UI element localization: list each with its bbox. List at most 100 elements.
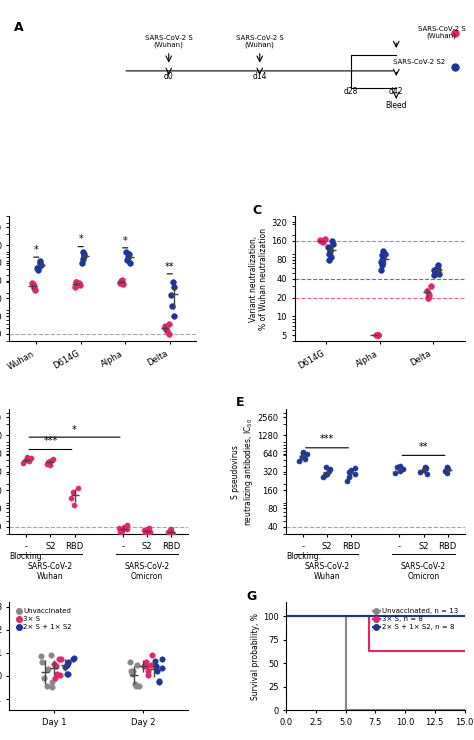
Point <box>31 284 39 296</box>
Point <box>40 672 48 684</box>
Point <box>434 260 441 272</box>
Text: **: ** <box>419 442 428 451</box>
Text: d42: d42 <box>389 87 403 95</box>
Point <box>19 457 27 469</box>
Point <box>444 461 451 473</box>
Point <box>48 681 55 693</box>
Point <box>25 455 33 467</box>
Point <box>396 460 404 472</box>
Point <box>169 275 176 287</box>
Text: A: A <box>14 21 24 35</box>
Point <box>301 453 309 465</box>
Point <box>148 650 155 662</box>
Point <box>441 465 449 477</box>
Point <box>434 266 442 278</box>
Point <box>164 527 172 539</box>
Point <box>141 528 148 540</box>
Y-axis label: Variant neutralization,
% of Wuhan neutralization: Variant neutralization, % of Wuhan neutr… <box>249 228 268 329</box>
Point <box>50 658 57 670</box>
Point <box>165 328 173 340</box>
Point <box>37 650 45 662</box>
Point <box>167 525 175 536</box>
Point <box>379 251 386 263</box>
Point <box>123 255 131 266</box>
Point <box>317 235 325 247</box>
Point <box>120 521 128 533</box>
Point <box>25 453 32 465</box>
Point <box>167 522 174 534</box>
Point <box>54 668 61 680</box>
Point <box>22 454 29 466</box>
Text: **: ** <box>165 262 174 272</box>
Point <box>46 455 54 467</box>
Point <box>64 668 71 680</box>
Point <box>326 463 334 475</box>
Point <box>317 235 324 246</box>
Point <box>127 665 134 677</box>
Text: *: * <box>123 235 128 246</box>
Point <box>396 465 404 477</box>
Point <box>125 251 132 263</box>
Point <box>56 669 64 681</box>
Text: E: E <box>236 397 245 409</box>
Point <box>29 278 36 290</box>
Point <box>328 235 336 247</box>
Point <box>144 665 152 677</box>
Point <box>327 245 334 257</box>
Point <box>374 329 382 341</box>
Point <box>443 462 450 474</box>
Text: d28: d28 <box>344 87 358 95</box>
Point <box>168 300 176 312</box>
Point <box>167 528 174 539</box>
Point <box>427 280 434 292</box>
Point <box>64 659 71 670</box>
Point <box>64 657 71 669</box>
Text: C: C <box>252 204 261 217</box>
Point <box>57 653 65 665</box>
Point <box>374 329 382 341</box>
Point <box>161 320 168 332</box>
Point <box>381 248 389 260</box>
Text: *: * <box>72 425 77 434</box>
Point <box>425 289 433 301</box>
Point <box>80 249 87 260</box>
Point <box>347 464 355 476</box>
Point <box>423 468 431 480</box>
Point <box>321 233 328 245</box>
Point <box>303 448 311 460</box>
Legend: Unvaccinated, 3× S, 2× S + 1× S2: Unvaccinated, 3× S, 2× S + 1× S2 <box>13 605 75 633</box>
Point <box>140 524 147 536</box>
Point <box>171 310 178 322</box>
Point <box>421 461 429 473</box>
Point <box>47 650 55 662</box>
Point <box>165 317 173 329</box>
Point <box>36 257 44 269</box>
Point <box>118 275 125 286</box>
Text: *: * <box>78 235 83 244</box>
Point <box>434 262 441 274</box>
Point <box>123 523 130 535</box>
Point <box>323 468 331 480</box>
Text: Bleed: Bleed <box>385 101 407 110</box>
Point <box>417 466 424 478</box>
Point <box>146 522 153 534</box>
Point <box>300 447 307 459</box>
Point <box>38 656 46 667</box>
Point <box>119 278 127 290</box>
Point <box>420 465 428 477</box>
Point <box>70 652 77 664</box>
Point <box>167 289 175 301</box>
Point <box>158 662 166 673</box>
Text: SARS-CoV-2
Wuhan: SARS-CoV-2 Wuhan <box>28 562 73 581</box>
Point <box>144 528 151 539</box>
Point <box>435 268 443 280</box>
Point <box>125 249 133 260</box>
Point <box>34 263 41 275</box>
Point <box>434 263 442 275</box>
Point <box>400 463 407 475</box>
Point <box>392 467 399 479</box>
Point <box>28 278 36 289</box>
Point <box>133 659 140 671</box>
Point <box>44 663 52 675</box>
Point <box>27 452 34 464</box>
